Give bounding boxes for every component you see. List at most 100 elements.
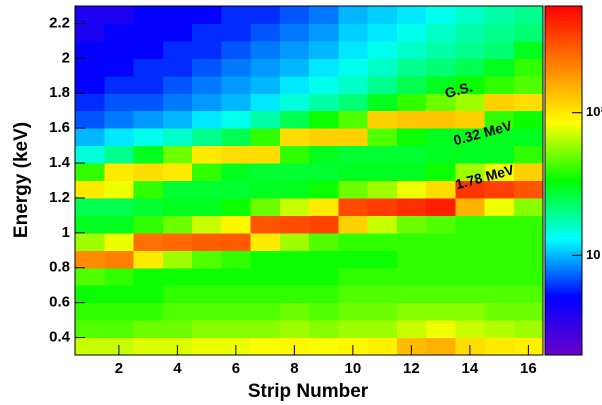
heatmap-cell: [221, 128, 251, 147]
heatmap-cell: [162, 23, 193, 42]
heatmap-cell: [75, 250, 105, 269]
heatmap-cell: [250, 93, 281, 112]
color-bar-step: [545, 195, 582, 199]
heatmap-cell: [192, 75, 222, 94]
heatmap-cell: [455, 6, 485, 24]
color-bar-step: [545, 189, 582, 193]
heatmap-cell: [75, 320, 105, 339]
heatmap-cell: [250, 215, 281, 234]
heatmap-cell: [396, 267, 427, 286]
y-axis-title: Energy (keV): [11, 122, 32, 238]
heatmap-cell: [484, 232, 515, 251]
heatmap-cell: [309, 93, 339, 112]
heatmap-cell: [426, 215, 456, 234]
heatmap-cell: [250, 337, 281, 356]
heatmap-cell: [279, 267, 310, 286]
heatmap-cell: [75, 128, 105, 147]
heatmap-cell: [221, 250, 251, 269]
heatmap-cell: [309, 75, 339, 94]
color-bar-step: [545, 8, 582, 13]
color-bar-step: [545, 107, 582, 112]
color-bar-step: [545, 110, 582, 115]
color-bar-step: [545, 154, 582, 158]
color-bar-step: [545, 259, 582, 263]
heatmap-cell: [250, 232, 281, 251]
heatmap-cell: [455, 145, 485, 164]
color-bar-step: [545, 119, 582, 123]
heatmap-cell: [426, 250, 456, 269]
heatmap-cell: [162, 267, 193, 286]
heatmap-cell: [162, 302, 193, 321]
x-tick-label: 12: [403, 360, 420, 377]
annotation: G.S.: [443, 78, 474, 101]
heatmap-cell: [192, 128, 222, 147]
color-bar-tick-label: 10²: [586, 104, 602, 119]
heatmap-cell: [162, 320, 193, 339]
color-bar-step: [545, 113, 582, 118]
color-bar-frame: [544, 5, 583, 356]
heatmap-cell: [484, 337, 515, 356]
heatmap-cell: [396, 23, 427, 42]
heatmap-cell: [513, 110, 544, 129]
heatmap-cell: [192, 215, 222, 234]
heatmap-cell: [133, 232, 164, 251]
heatmap-cell: [396, 110, 427, 129]
heatmap-cell: [367, 128, 398, 147]
heatmap-cell: [484, 75, 515, 94]
heatmap-cell: [367, 58, 398, 77]
color-bar-step: [545, 26, 582, 30]
heatmap-cell: [162, 197, 193, 216]
color-bar-step: [545, 72, 582, 77]
y-tick-label: 2: [62, 49, 70, 66]
x-tick-label: 14: [462, 360, 479, 377]
color-bar-step: [545, 81, 582, 86]
y-tick-label: 0.6: [49, 294, 70, 311]
heatmap-cell: [162, 128, 193, 147]
color-bar-step: [545, 291, 582, 295]
heatmap-cell: [192, 267, 222, 286]
heatmap-cell: [426, 23, 456, 42]
heatmap-cell: [133, 337, 164, 356]
color-bar-step: [545, 296, 582, 301]
color-bar-step: [545, 142, 582, 147]
heatmap-cell: [162, 285, 193, 304]
color-bar-step: [545, 55, 582, 59]
heatmap-cell: [133, 128, 164, 147]
heatmap-cell: [221, 163, 251, 181]
color-bar-step: [545, 93, 582, 97]
heatmap-cell: [279, 6, 310, 24]
heatmap-cell: [250, 58, 281, 77]
heatmap-cell: [309, 302, 339, 321]
heatmap-cell: [162, 75, 193, 94]
heatmap-cell: [426, 128, 456, 147]
heatmap-cell: [513, 215, 544, 234]
heatmap-cell: [338, 75, 368, 94]
heatmap-cell: [279, 23, 310, 42]
heatmap-cell: [484, 180, 515, 199]
heatmap-cell: [75, 75, 105, 94]
heatmap-cell: [221, 58, 251, 77]
heatmap-cell: [426, 58, 456, 77]
heatmap-cell: [455, 110, 485, 129]
heatmap-cell: [455, 302, 485, 321]
color-bar-step: [545, 165, 582, 170]
heatmap-cell: [455, 180, 485, 199]
heatmap-cell: [221, 285, 251, 304]
heatmap-cell: [75, 285, 105, 304]
heatmap-cell: [104, 197, 134, 216]
heatmap-cell: [75, 267, 105, 286]
color-bar-step: [545, 69, 582, 74]
heatmap-cell: [396, 320, 427, 339]
heatmap-cell: [426, 197, 456, 216]
heatmap-cell: [75, 197, 105, 216]
heatmap-cell: [162, 6, 193, 24]
heatmap-cell: [192, 6, 222, 24]
heatmap-cell: [192, 250, 222, 269]
heatmap-cell: [426, 320, 456, 339]
heatmap-cell: [338, 232, 368, 251]
heatmap-cell: [192, 232, 222, 251]
heatmap-cell: [221, 180, 251, 199]
heatmap-cell: [367, 163, 398, 181]
color-bar-step: [545, 145, 582, 150]
heatmap-cell: [367, 93, 398, 112]
